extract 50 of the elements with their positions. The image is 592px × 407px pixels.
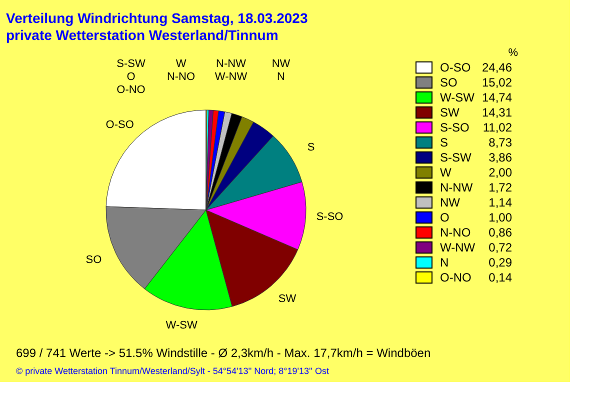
data-label: 1,14	[488, 196, 512, 210]
data-label: 14,74	[482, 90, 512, 104]
category-label: N	[277, 71, 285, 83]
legend-title: %	[508, 47, 518, 59]
legend-label: W-NW	[440, 240, 476, 254]
legend-label: O-SO	[440, 60, 471, 74]
legend-label: O	[440, 210, 450, 224]
legend-label: O-NO	[440, 270, 472, 284]
data-label: 8,73	[488, 136, 512, 150]
data-label: 14,31	[482, 106, 512, 120]
slice-label: O-SO	[106, 119, 134, 132]
legend-label: N-NO	[440, 226, 471, 240]
slice-label: SW	[278, 293, 297, 306]
category-label: O-NO	[116, 84, 146, 96]
data-label: 0,14	[488, 270, 512, 284]
data-label: 1,00	[488, 210, 512, 224]
slice-label: S-SO	[316, 211, 344, 224]
category-label: N-NW	[216, 58, 246, 70]
text: 699 / 741 Werte -> 51.5% Windstille - Ø 2,3km/h - Max. 17,7km/h = Windböen	[16, 346, 431, 360]
data-label: 3,86	[488, 150, 512, 164]
slice-label: SO	[86, 254, 102, 266]
legend-label: W-SW	[440, 90, 476, 104]
category-label: N-NO	[166, 71, 196, 83]
category-label: O	[126, 71, 136, 83]
data-label: 15,02	[482, 76, 512, 90]
data-label: 2,00	[488, 166, 512, 180]
data-label: 24,46	[482, 60, 512, 74]
data-label: 0,72	[488, 240, 512, 254]
data-label: 11,02	[482, 120, 512, 134]
category-label: NW	[272, 58, 290, 70]
data-label: 0,29	[488, 256, 512, 270]
slice-label: W-NW	[214, 71, 248, 83]
legend-label: SW	[440, 106, 460, 120]
legend-label: NW	[440, 196, 461, 210]
legend-label: S	[440, 136, 448, 150]
legend-label: W	[440, 166, 452, 180]
legend-label: N	[440, 256, 449, 270]
legend-label: SO	[440, 76, 458, 90]
data-label: 0,86	[488, 226, 512, 240]
category-label: W	[176, 58, 186, 70]
data-label: 1,72	[488, 180, 512, 194]
slice-label: S	[307, 141, 315, 154]
chart-title: Verteilung Windrichtung Samstag, 18.03.2023	[6, 10, 308, 26]
chart-subtitle: private Wetterstation Westerland/Tinnum	[6, 27, 278, 43]
legend-label: S-SW	[440, 150, 472, 164]
legend-label: N-NW	[440, 180, 474, 194]
category-label: S-SW	[116, 58, 146, 70]
slice-label: W-SW	[166, 320, 198, 332]
legend-label: S-SO	[440, 120, 470, 134]
text: © private Wetterstation Tinnum/Westerland/Sylt - 54°54'13'' Nord; 8°19'13'' Ost	[16, 366, 330, 376]
